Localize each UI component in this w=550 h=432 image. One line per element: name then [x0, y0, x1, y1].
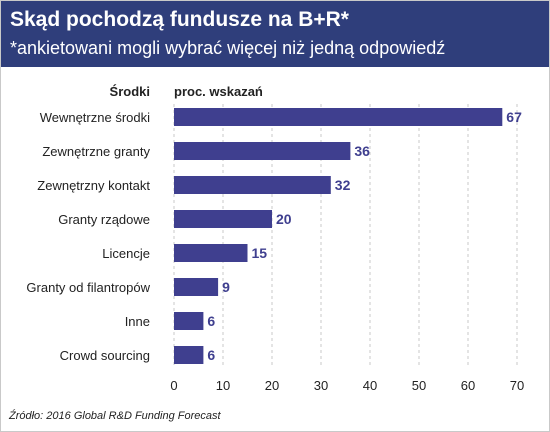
category-label: Inne	[125, 314, 150, 329]
value-label: 36	[354, 143, 370, 159]
bar	[174, 346, 204, 364]
chart-subtitle: *ankietowani mogli wybrać więcej niż jed…	[10, 38, 446, 58]
bar	[174, 108, 503, 126]
value-label: 67	[506, 109, 522, 125]
x-tick-label: 50	[412, 378, 426, 393]
chart-title: Skąd pochodzą fundusze na B+R*	[10, 8, 349, 31]
x-tick-label: 0	[170, 378, 177, 393]
value-labels: 67 36 32 20 15 9 6 6	[207, 109, 522, 363]
bar	[174, 176, 331, 194]
value-header: proc. wskazań	[174, 84, 263, 99]
bars	[174, 108, 503, 364]
value-label: 6	[207, 313, 215, 329]
chart-header: Skąd pochodzą fundusze na B+R* *ankietow…	[1, 1, 549, 67]
category-label: Zewnętrzne granty	[42, 144, 150, 159]
bar	[174, 278, 219, 296]
bar	[174, 244, 248, 262]
category-label: Wewnętrzne środki	[40, 110, 150, 125]
x-tick-label: 10	[216, 378, 230, 393]
x-tick-label: 30	[314, 378, 328, 393]
x-tick-label: 70	[510, 378, 524, 393]
value-label: 32	[335, 177, 351, 193]
category-labels: Wewnętrzne środki Zewnętrzne granty Zewnęt…	[26, 110, 150, 363]
category-label: Crowd sourcing	[60, 348, 150, 363]
x-tick-label: 40	[363, 378, 377, 393]
category-label: Granty od filantropów	[26, 280, 150, 295]
category-header: Środki	[110, 84, 150, 99]
value-label: 15	[252, 245, 268, 261]
value-label: 9	[222, 279, 230, 295]
x-tick-label: 20	[265, 378, 279, 393]
bar	[174, 142, 351, 160]
category-label: Licencje	[102, 246, 150, 261]
source-note: Źródło: 2016 Global R&D Funding Forecast	[9, 410, 221, 422]
category-label: Zewnętrzny kontakt	[37, 178, 150, 193]
value-label: 20	[276, 211, 292, 227]
value-label: 6	[207, 347, 215, 363]
bar	[174, 210, 272, 228]
x-axis-ticks: 0 10 20 30 40 50 60 70	[170, 378, 524, 393]
bar	[174, 312, 204, 330]
category-label: Granty rządowe	[58, 212, 150, 227]
x-tick-label: 60	[461, 378, 475, 393]
